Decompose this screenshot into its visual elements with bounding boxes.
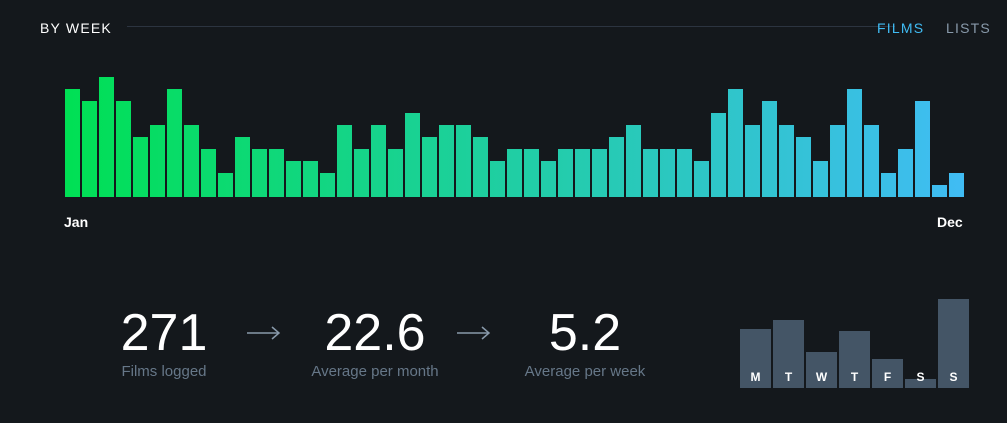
stat-label: Average per week xyxy=(524,363,646,380)
week-bar[interactable] xyxy=(354,149,369,197)
week-bar[interactable] xyxy=(541,161,556,197)
week-bar[interactable] xyxy=(371,125,386,197)
week-bar[interactable] xyxy=(575,149,590,197)
day-bar[interactable] xyxy=(740,328,771,388)
week-bar[interactable] xyxy=(677,149,692,197)
week-bar[interactable] xyxy=(507,149,522,197)
week-bar[interactable] xyxy=(949,173,964,197)
week-bar[interactable] xyxy=(388,149,403,197)
week-bar[interactable] xyxy=(881,173,896,197)
day-bar[interactable] xyxy=(872,359,903,388)
week-bar[interactable] xyxy=(150,125,165,197)
week-bar[interactable] xyxy=(218,173,233,197)
week-bar[interactable] xyxy=(473,137,488,197)
week-bar[interactable] xyxy=(762,101,777,197)
week-bar[interactable] xyxy=(524,149,539,197)
weekly-films-chart xyxy=(65,77,964,197)
week-bar[interactable] xyxy=(626,125,641,197)
week-bar[interactable] xyxy=(99,77,114,197)
stat-label: Average per month xyxy=(311,363,439,380)
week-bar[interactable] xyxy=(405,113,420,197)
axis-label-start: Jan xyxy=(64,214,89,230)
week-bar[interactable] xyxy=(286,161,301,197)
stat-films-logged: 271 Films logged xyxy=(104,305,224,380)
header-divider xyxy=(127,26,895,27)
week-bar[interactable] xyxy=(660,149,675,197)
week-bar[interactable] xyxy=(303,161,318,197)
week-bar[interactable] xyxy=(167,89,182,197)
week-bar[interactable] xyxy=(337,125,352,197)
day-label: F xyxy=(883,370,892,384)
day-label: S xyxy=(949,370,958,384)
day-label: W xyxy=(815,370,828,384)
week-bar[interactable] xyxy=(235,137,250,197)
axis-label-end: Dec xyxy=(937,214,963,230)
week-bar[interactable] xyxy=(830,125,845,197)
right-arrow-icon xyxy=(247,326,281,340)
day-bar[interactable] xyxy=(839,330,870,388)
right-arrow-icon xyxy=(457,326,491,340)
tab-lists[interactable]: LISTS xyxy=(946,20,991,36)
week-bar[interactable] xyxy=(864,125,879,197)
week-bar[interactable] xyxy=(728,89,743,197)
day-label: T xyxy=(784,370,793,384)
stat-value: 5.2 xyxy=(548,304,622,362)
week-bar[interactable] xyxy=(252,149,267,197)
week-bar[interactable] xyxy=(796,137,811,197)
day-bar[interactable] xyxy=(773,319,804,388)
section-header: BY WEEK FILMS LISTS xyxy=(40,20,992,40)
stat-average-per-week: 5.2 Average per week xyxy=(515,305,655,380)
week-bar[interactable] xyxy=(439,125,454,197)
week-bar[interactable] xyxy=(133,137,148,197)
week-bar[interactable] xyxy=(779,125,794,197)
week-bar[interactable] xyxy=(116,101,131,197)
week-bar[interactable] xyxy=(82,101,97,197)
section-title: BY WEEK xyxy=(40,20,112,36)
week-bar[interactable] xyxy=(932,185,947,197)
week-bar[interactable] xyxy=(184,125,199,197)
week-bar[interactable] xyxy=(813,161,828,197)
week-bar[interactable] xyxy=(456,125,471,197)
stat-average-per-month: 22.6 Average per month xyxy=(300,305,450,380)
day-bar[interactable] xyxy=(806,351,837,388)
week-bar[interactable] xyxy=(643,149,658,197)
week-bar[interactable] xyxy=(320,173,335,197)
week-bar[interactable] xyxy=(65,89,80,197)
stat-value: 22.6 xyxy=(324,304,426,362)
week-bar[interactable] xyxy=(915,101,930,197)
stat-value: 271 xyxy=(120,304,208,362)
week-bar[interactable] xyxy=(694,161,709,197)
day-label: S xyxy=(916,370,925,384)
day-label: T xyxy=(850,370,859,384)
week-bar[interactable] xyxy=(898,149,913,197)
week-bar[interactable] xyxy=(558,149,573,197)
day-bar[interactable] xyxy=(905,379,936,388)
day-label: M xyxy=(750,370,761,384)
week-bar[interactable] xyxy=(201,149,216,197)
week-bar[interactable] xyxy=(592,149,607,197)
week-bar[interactable] xyxy=(745,125,760,197)
week-bar[interactable] xyxy=(422,137,437,197)
week-bar[interactable] xyxy=(609,137,624,197)
week-bar[interactable] xyxy=(847,89,862,197)
stat-label: Films logged xyxy=(121,363,207,380)
week-bar[interactable] xyxy=(490,161,505,197)
week-bar[interactable] xyxy=(269,149,284,197)
week-bar[interactable] xyxy=(711,113,726,197)
day-bar[interactable] xyxy=(938,299,969,388)
tab-films[interactable]: FILMS xyxy=(877,20,925,36)
